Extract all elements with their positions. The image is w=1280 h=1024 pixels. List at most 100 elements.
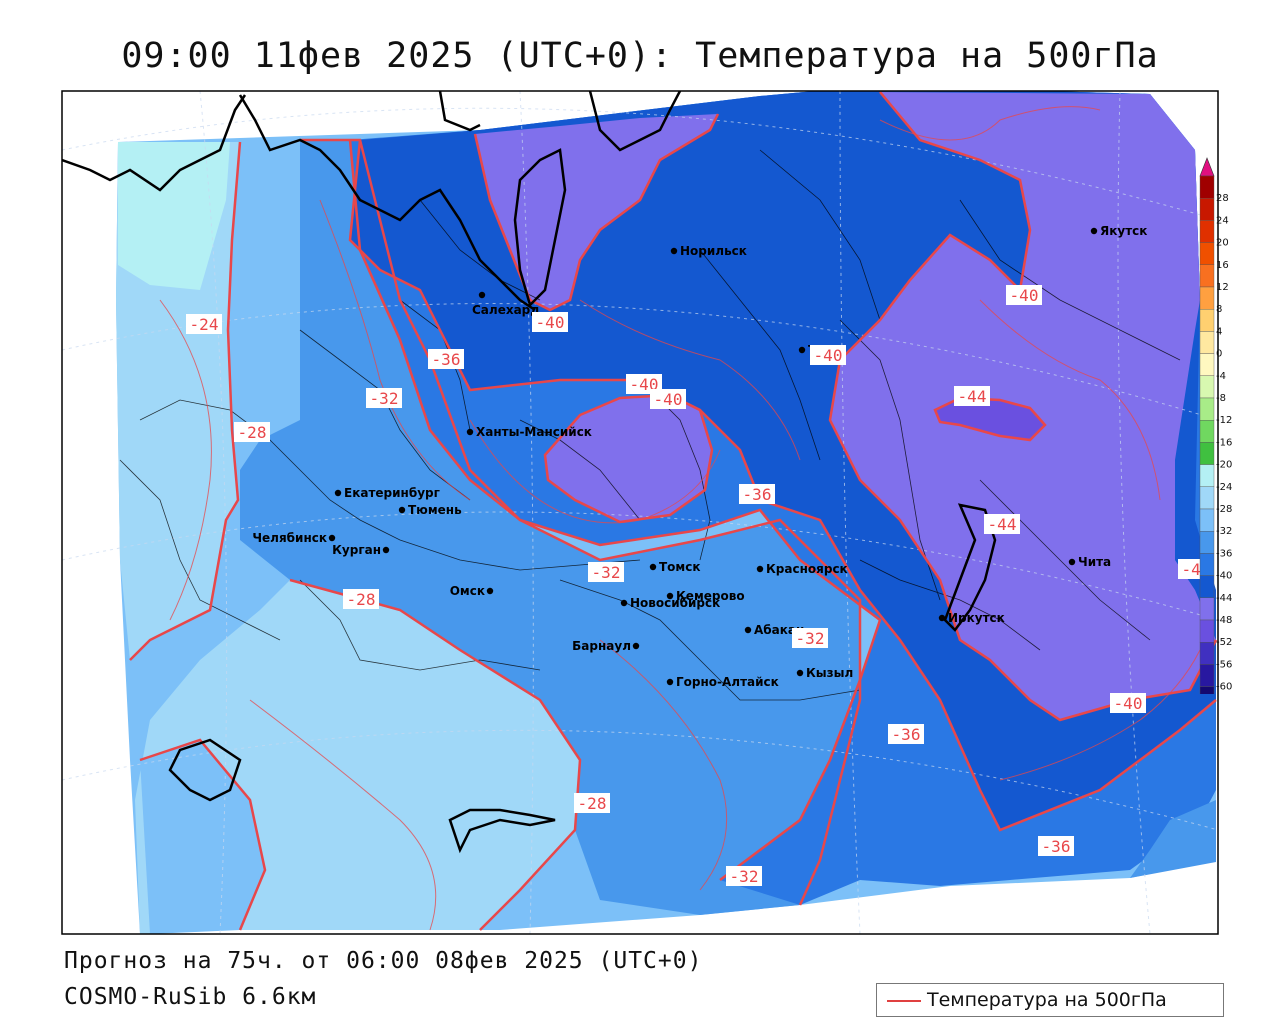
legend-box: Температура на 500гПа [876,983,1224,1017]
band-m20-west [118,142,230,290]
colorbar-tick-label: -40 [1216,571,1232,582]
contour-label-text: -44 [988,515,1017,534]
city-label: Тюмень [408,503,462,517]
city-marker [328,534,336,542]
city-label: Новосибирск [630,596,720,610]
contour-label: -36 [739,484,775,504]
contour-label: -40 [1110,693,1146,713]
band-m32-southeast [1130,800,1216,878]
city-marker [466,428,474,436]
colorbar-segment [1199,353,1215,377]
contour-label-text: -24 [190,315,219,334]
colorbar-tick-label: -16 [1216,437,1232,448]
colorbar-tick-label: 8 [1216,304,1222,315]
contour-label-text: -32 [592,563,621,582]
contour-label-text: -40 [814,346,843,365]
city-marker [756,565,764,573]
colorbar-top-cap [1199,157,1215,177]
contour-label: -24 [186,314,222,334]
city-8: Челябинск [252,531,336,545]
colorbar-tick-label: 24 [1216,215,1229,226]
city-label: Курган [332,543,381,557]
colorbar-tick-label: 16 [1216,260,1229,271]
city-18: Кызыл [796,666,853,680]
city-17: Горно-Алтайск [666,675,779,689]
city-marker [382,546,390,554]
contour-label-text: -36 [432,350,461,369]
colorbar-segment [1199,198,1215,221]
contour-label: -40 [532,312,568,332]
forecast-info: Прогноз на 75ч. от 06:00 08фев 2025 (UTC… [64,948,703,974]
city-label: Кызыл [806,666,853,680]
contour-label: -36 [888,724,924,744]
colorbar-tick-label: 12 [1216,282,1229,293]
city-marker [398,506,406,514]
colorbar-segment [1199,397,1215,421]
colorbar-segment [1199,597,1215,621]
contour-label: -36 [1038,836,1074,856]
city-marker [632,642,640,650]
cities-layer: НорильскЯкутскСалехардТураХанты-Мансийск… [252,224,1147,689]
contour-label-text: -32 [370,389,399,408]
city-7: Тюмень [398,503,462,517]
contour-label: -36 [428,349,464,369]
contour-label-text: -28 [578,794,607,813]
contour-label-text: -32 [796,629,825,648]
colorbar-segment [1199,308,1215,332]
city-marker [796,669,804,677]
colorbar-tick-label: -56 [1216,659,1232,670]
colorbar-tick-label: -48 [1216,615,1232,626]
colorbar-tick-label: 4 [1216,326,1222,337]
major-isolines [129,91,1218,931]
city-3: Салехард [472,291,540,317]
city-6: Екатеринбург [334,486,440,500]
colorbar-tick-label: -24 [1216,482,1232,493]
contour-label-text: -36 [1042,837,1071,856]
colorbar-segment [1199,286,1215,310]
map-title: 09:00 11фев 2025 (UTC+0): Температура на… [121,36,1159,76]
contour-label-text: -36 [743,485,772,504]
colorbar-segment [1199,575,1215,599]
map-canvas [62,91,1218,934]
city-label: Челябинск [252,531,327,545]
city-label: Омск [450,584,485,598]
city-marker [798,346,806,354]
city-1: Норильск [670,244,747,258]
colorbar-segment [1199,486,1215,510]
colorbar-tick-label: -44 [1216,593,1232,604]
colorbar-segment [1199,531,1215,554]
colorbar-segment [1199,442,1215,465]
colorbar-segment [1199,664,1215,687]
colorbar-segment [1199,619,1215,643]
colorbar-tick-label: 28 [1216,193,1229,204]
city-10: Омск [450,584,494,598]
contour-label-text: -36 [892,725,921,744]
colorbar-segment [1199,264,1215,288]
city-label: Красноярск [766,562,848,576]
city-label: Абакан [754,623,804,637]
city-marker [620,599,628,607]
contour-label-text: -40 [536,313,565,332]
city-marker [486,587,494,595]
contour-label-text: -44 [958,387,987,406]
contour-label-text: -32 [730,867,759,886]
colorbar-segment [1199,508,1215,532]
city-label: Чита [1078,555,1111,569]
city-label: Кемерово [676,589,745,603]
colorbar-tick-label: -4 [1216,371,1226,382]
city-label: Екатеринбург [344,486,440,500]
colorbar-segment [1199,331,1215,354]
colorbar-segment [1199,375,1215,399]
city-12: Новосибирск [620,596,720,610]
colorbar-tick-label: -52 [1216,637,1232,648]
colorbar-segment [1199,242,1215,265]
city-16: Абакан [744,623,804,637]
map-frame [61,90,1219,935]
city-13: Кемерово [666,589,745,603]
city-11: Томск [649,560,701,574]
colorbar: 28 24 20 16 12 8 4 0 -4 -8 -12 -16 -20 -24 -28 -32 -36 -4… [1199,157,1232,694]
city-marker [670,247,678,255]
city-marker [1090,227,1098,235]
colorbar-segment [1199,220,1215,243]
colorbar-tick-label: -12 [1216,415,1232,426]
